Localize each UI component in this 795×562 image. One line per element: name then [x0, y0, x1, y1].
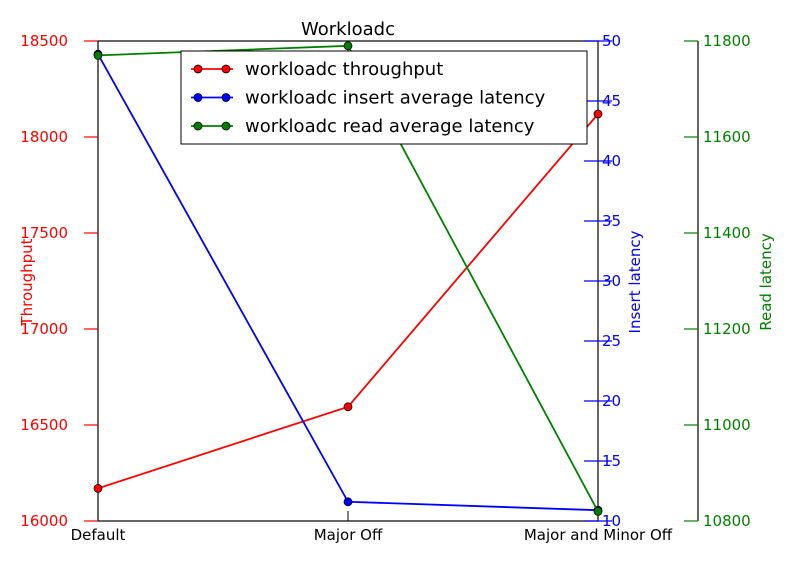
series-0-point [593, 109, 603, 119]
read-latency-tick-label: 10800 [703, 512, 751, 530]
series-0-point [93, 483, 103, 493]
x-tick-label: Default [71, 526, 126, 544]
legend-label-2: workloadc read average latency [245, 116, 535, 137]
insert-latency-tick-label: 45 [602, 92, 621, 110]
series-2-point [93, 51, 103, 60]
legend-marker-0 [221, 64, 231, 74]
read-latency-tick-label: 11800 [703, 32, 751, 50]
insert-latency-tick-label: 10 [602, 512, 621, 530]
legend-label-1: workloadc insert average latency [245, 88, 546, 109]
left-tick-label: 17500 [20, 224, 68, 242]
insert-latency-tick-label: 40 [602, 152, 621, 170]
left-axis-label: Throughput [18, 238, 36, 326]
legend: workloadc throughput workloadc insert ave… [180, 50, 588, 145]
insert-latency-tick-label: 15 [602, 452, 621, 470]
legend-marker-0 [193, 64, 203, 74]
legend-label-0: workloadc throughput [245, 59, 443, 80]
insert-latency-axis-label: Insert latency [626, 230, 644, 333]
legend-marker-2 [193, 121, 203, 131]
left-tick-label: 16000 [20, 512, 68, 530]
chart-title: Workloadc [301, 19, 395, 40]
legend-box [180, 50, 588, 145]
left-tick-label: 18500 [20, 32, 68, 50]
read-latency-tick-label: 11400 [703, 224, 751, 242]
insert-latency-tick-label: 30 [602, 272, 621, 290]
series-0-point [343, 402, 353, 412]
series-2-point [593, 506, 603, 516]
series-1-point [343, 497, 353, 507]
legend-marker-1 [193, 93, 203, 102]
read-latency-axis-label: Read latency [757, 233, 775, 331]
insert-latency-tick-label: 25 [602, 332, 621, 350]
insert-latency-tick-label: 35 [602, 212, 621, 230]
left-tick-label: 17000 [20, 320, 68, 338]
read-latency-tick-label: 11200 [703, 320, 751, 338]
left-tick-label: 16500 [20, 416, 68, 434]
x-tick-label: Major and Minor Off [524, 526, 673, 544]
legend-marker-2 [221, 121, 231, 131]
axes-layer: Default Major Off Major and Minor Off 16000… [20, 32, 750, 544]
series-layer [93, 41, 603, 516]
legend-marker-1 [221, 93, 231, 102]
insert-latency-tick-label: 50 [602, 32, 621, 50]
x-tick-label: Major Off [314, 526, 383, 544]
read-latency-tick-label: 11000 [703, 416, 751, 434]
series-2-point [343, 41, 353, 51]
left-tick-label: 18000 [20, 128, 68, 146]
read-latency-tick-label: 11600 [703, 128, 751, 146]
insert-latency-tick-label: 20 [602, 392, 621, 410]
